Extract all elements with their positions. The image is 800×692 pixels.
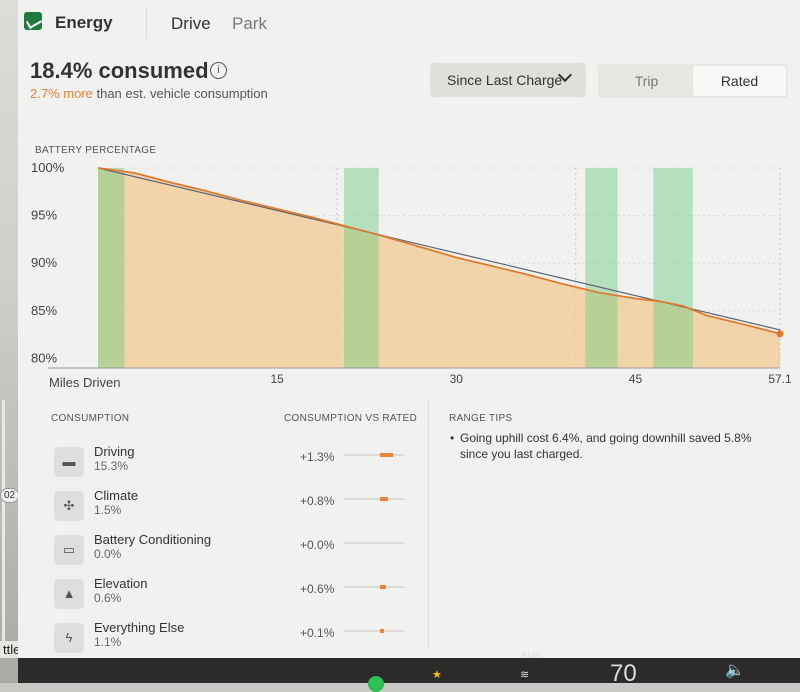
consumption-row: ▭ Battery Conditioning 0.0% +0.0%	[54, 531, 424, 571]
consumption-name: Climate	[94, 488, 139, 503]
consumption-name: Elevation	[94, 576, 148, 591]
delta-bar-fill	[380, 497, 388, 501]
green-status-icon[interactable]	[368, 676, 384, 692]
info-icon[interactable]: i	[210, 62, 227, 79]
section-divider	[428, 400, 429, 650]
y-tick-label: 100%	[31, 160, 65, 175]
consumption-value: 1.5%	[94, 503, 122, 517]
regen-band	[98, 168, 125, 368]
consumption-row: ▬ Driving 15.3% +1.3%	[54, 443, 424, 483]
period-dropdown-label: Since Last Charge	[447, 72, 563, 88]
trip-rated-toggle: Trip Rated	[598, 64, 788, 98]
subline-rest: than est. vehicle consumption	[92, 86, 268, 101]
consumption-row: ✣ Climate 1.5% +0.8%	[54, 487, 424, 527]
y-tick-label: 95%	[31, 208, 57, 223]
consumption-name: Everything Else	[94, 620, 185, 635]
range-tips-title: RANGE TIPS	[449, 413, 513, 424]
consumption-name: Driving	[94, 444, 135, 459]
consumption-delta: +0.8%	[300, 494, 335, 508]
star-icon[interactable]: ★	[432, 669, 442, 681]
y-tick-label: 85%	[31, 303, 57, 318]
consumption-row: ϟ Everything Else 1.1% +0.1%	[54, 619, 424, 659]
nav-divider	[146, 8, 147, 38]
regen-band	[653, 168, 693, 368]
regen-band	[585, 168, 618, 368]
consumption-subline: 2.7% more than est. vehicle consumption	[30, 86, 268, 101]
car-icon: ▬	[54, 447, 84, 477]
tab-park[interactable]: Park	[232, 14, 267, 33]
trip-button[interactable]: Trip	[634, 73, 659, 89]
fan-icon: ✣	[54, 491, 84, 521]
consumption-row: ▲ Elevation 0.6% +0.6%	[54, 575, 424, 615]
delta-bar-fill	[380, 585, 386, 589]
auto-label: Auto	[521, 650, 542, 661]
y-tick-label: 80%	[31, 350, 57, 365]
volume-icon[interactable]: 🔈	[725, 662, 745, 679]
nav-title: Energy	[55, 13, 113, 32]
consumption-area	[98, 168, 780, 368]
mountain-icon: ▲	[54, 579, 84, 609]
heat-icon[interactable]: ≋	[520, 669, 530, 681]
actual-line	[97, 167, 781, 335]
map-strip[interactable]	[0, 0, 22, 683]
consumption-delta: +0.6%	[300, 582, 335, 596]
tip-text: Going uphill cost 6.4%, and going downhi…	[460, 431, 752, 461]
x-axis-title: Miles Driven	[49, 375, 121, 390]
consumption-delta: +1.3%	[300, 450, 335, 464]
delta-bar-fill	[380, 629, 384, 633]
consumption-delta: +0.0%	[300, 538, 335, 552]
current-point	[776, 330, 784, 338]
delta-bar	[344, 629, 404, 633]
bolt-icon: ϟ	[54, 623, 84, 653]
delta-bar	[344, 585, 404, 589]
consumption-value: 1.1%	[94, 635, 122, 649]
period-dropdown[interactable]: Since Last Charge	[430, 63, 586, 97]
bottom-bar	[18, 658, 800, 683]
delta-bar	[344, 497, 404, 501]
y-tick-label: 90%	[31, 255, 57, 270]
battery-chart: 100% 95% 90% 85% 80% 15 30 45 57.1	[31, 160, 792, 385]
energy-app-icon	[24, 12, 42, 30]
battery-icon: ▭	[54, 535, 84, 565]
consumption-value: 0.6%	[94, 591, 122, 605]
consumption-value: 15.3%	[94, 459, 129, 473]
tab-drive[interactable]: Drive	[171, 14, 211, 33]
delta-bar	[344, 453, 404, 457]
more-percentage: 2.7% more	[30, 86, 93, 101]
energy-panel: Energy Drive Park 18.4% consumed i 2.7% …	[18, 0, 800, 658]
consumption-value: 0.0%	[94, 547, 122, 561]
rated-button[interactable]: Rated	[693, 66, 786, 96]
x-tick-label: 30	[450, 372, 464, 385]
map-road	[2, 400, 5, 650]
x-tick-label: 45	[629, 372, 643, 385]
temperature-display[interactable]: 70	[610, 660, 637, 687]
chart-title: BATTERY PERCENTAGE	[35, 145, 157, 156]
consumption-delta: +0.1%	[300, 626, 335, 640]
delta-bar-fill	[380, 453, 394, 457]
x-tick-label: 15	[270, 372, 284, 385]
map-route-badge: 02	[0, 488, 20, 503]
regen-band	[344, 168, 379, 368]
vs-rated-column-title: CONSUMPTION VS RATED	[284, 413, 418, 424]
consumption-name: Battery Conditioning	[94, 532, 212, 547]
x-tick-label: 57.1	[768, 372, 792, 385]
top-nav: Energy Drive Park	[18, 0, 800, 46]
tip-bullet: •	[450, 431, 455, 445]
consumption-column-title: CONSUMPTION	[51, 413, 130, 424]
delta-bar	[344, 542, 404, 544]
consumed-headline: 18.4% consumed	[30, 58, 209, 83]
